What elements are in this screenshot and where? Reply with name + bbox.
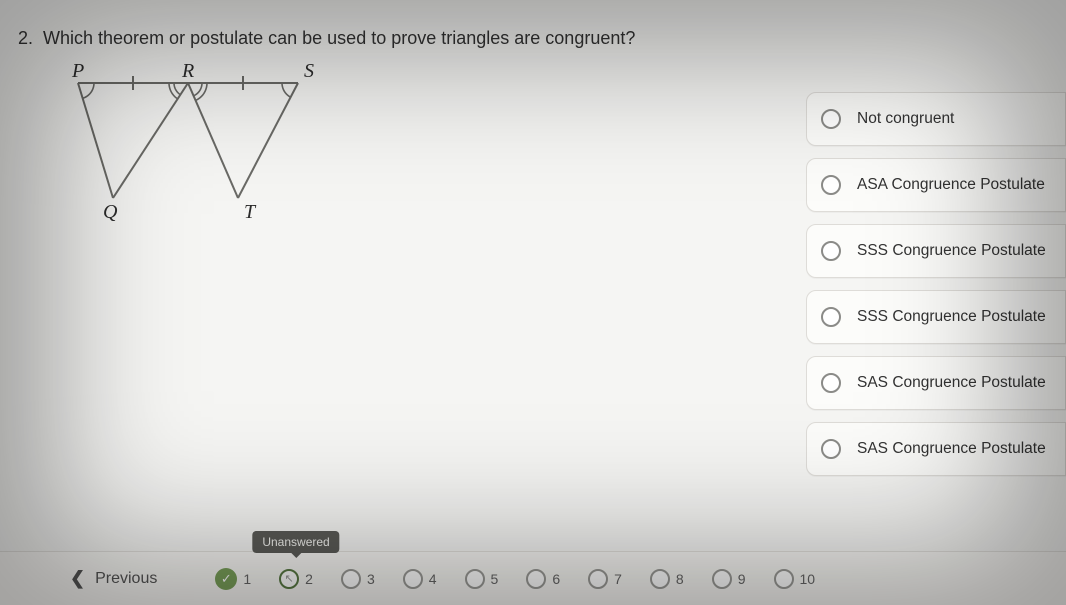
radio-icon [821,307,841,327]
choice-0[interactable]: Not congruent [806,92,1066,146]
nav-number: 8 [676,571,684,587]
previous-button[interactable]: ❮ Previous [70,568,157,589]
nav-item-10[interactable]: 10 [774,569,816,589]
nav-number: 4 [429,571,437,587]
choice-label: SAS Congruence Postulate [857,440,1046,458]
nav-number: 10 [800,571,816,587]
svg-text:R: R [181,63,194,82]
nav-item-8[interactable]: 8 [650,569,684,589]
choice-label: Not congruent [857,110,954,128]
chevron-left-icon: ❮ [70,568,85,589]
radio-icon [821,439,841,459]
nav-circle-icon: ↖ [279,569,299,589]
question-number: 2. [18,28,33,49]
nav-item-1[interactable]: ✓1 [215,568,251,590]
nav-circle-icon [341,569,361,589]
nav-number: 2 [305,571,313,587]
nav-number: 7 [614,571,622,587]
nav-item-2[interactable]: ↖2Unanswered [279,569,313,589]
choice-2[interactable]: SSS Congruence Postulate [806,224,1066,278]
nav-circle-icon [774,569,794,589]
answer-choices: Not congruent ASA Congruence Postulate SSS… [806,92,1066,476]
svg-text:Q: Q [103,201,118,223]
nav-circle-icon [403,569,423,589]
nav-item-9[interactable]: 9 [712,569,746,589]
nav-circle-icon [650,569,670,589]
radio-icon [821,109,841,129]
bottom-nav: ❮ Previous ✓1↖2Unanswered345678910 [0,551,1066,605]
radio-icon [821,373,841,393]
choice-1[interactable]: ASA Congruence Postulate [806,158,1066,212]
check-icon: ✓ [215,568,237,590]
svg-text:T: T [244,201,257,223]
choice-4[interactable]: SAS Congruence Postulate [806,356,1066,410]
choice-label: SSS Congruence Postulate [857,242,1046,260]
question-text: Which theorem or postulate can be used t… [43,28,635,49]
nav-item-3[interactable]: 3 [341,569,375,589]
nav-circle-icon [465,569,485,589]
nav-item-5[interactable]: 5 [465,569,499,589]
radio-icon [821,241,841,261]
nav-circle-icon [712,569,732,589]
nav-number: 3 [367,571,375,587]
choice-5[interactable]: SAS Congruence Postulate [806,422,1066,476]
nav-number: 6 [552,571,560,587]
choice-label: ASA Congruence Postulate [857,176,1045,194]
cursor-icon: ↖ [285,572,294,585]
nav-circle-icon [526,569,546,589]
nav-item-6[interactable]: 6 [526,569,560,589]
figure-svg: P R S Q T [58,63,338,233]
choice-label: SAS Congruence Postulate [857,374,1046,392]
radio-icon [821,175,841,195]
question-nav-numbers: ✓1↖2Unanswered345678910 [215,568,815,590]
unanswered-tooltip: Unanswered [252,531,339,553]
choice-label: SSS Congruence Postulate [857,308,1046,326]
question-row: 2. Which theorem or postulate can be use… [0,0,1066,55]
quiz-page: 2. Which theorem or postulate can be use… [0,0,1066,605]
svg-text:S: S [304,63,314,82]
nav-number: 1 [243,571,251,587]
nav-item-7[interactable]: 7 [588,569,622,589]
nav-number: 5 [491,571,499,587]
svg-text:P: P [71,63,84,82]
choice-3[interactable]: SSS Congruence Postulate [806,290,1066,344]
nav-circle-icon [588,569,608,589]
previous-label: Previous [95,570,157,588]
nav-item-4[interactable]: 4 [403,569,437,589]
nav-number: 9 [738,571,746,587]
